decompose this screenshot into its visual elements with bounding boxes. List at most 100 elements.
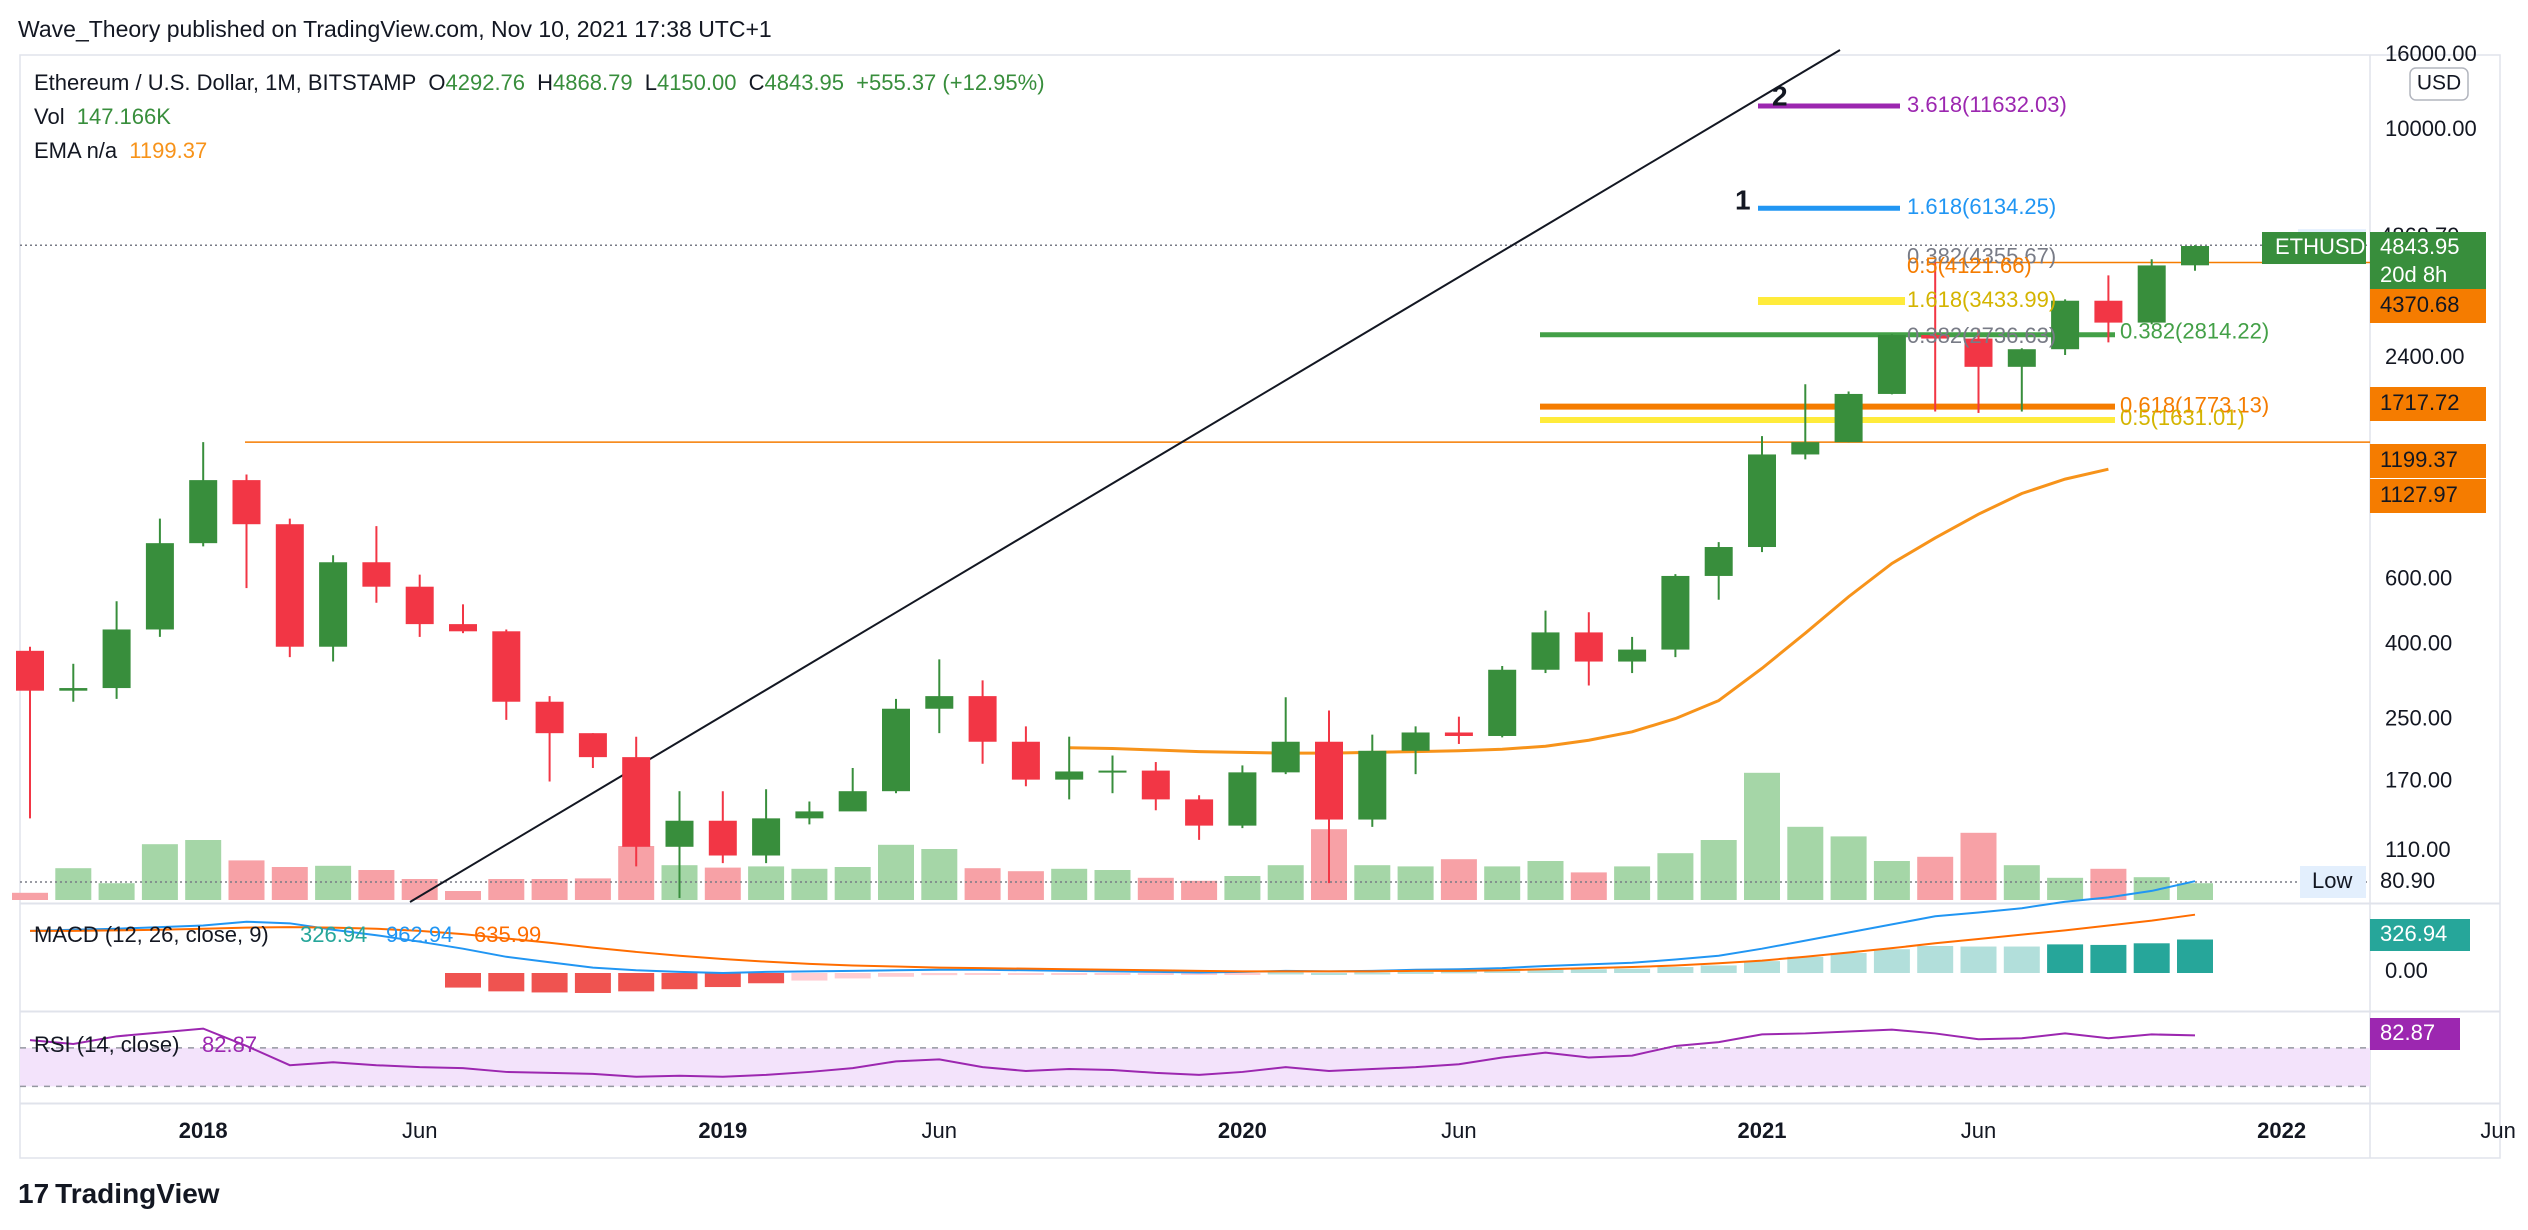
low-tag: Low [2312,868,2352,893]
volume-bar [921,849,958,900]
candle-body [2007,349,2036,367]
candle-body [2137,265,2166,323]
candle-body [275,524,304,647]
macd-histogram-bar [1744,961,1780,973]
candle-body [1315,741,1343,820]
macd-signal-line [30,913,2196,973]
macd-histogram-bar [2090,944,2127,973]
time-tick: 2018 [179,1118,228,1143]
candle-body [1444,732,1473,736]
volume-bar [878,844,914,900]
candle-body [1185,799,1214,826]
candle-body [1531,632,1560,670]
fib-label: 3.618(11632.03) [1907,92,2067,117]
current-price-bg [2370,232,2486,293]
candle-body [1141,770,1170,800]
candle-body [1055,771,1084,780]
may-high-price-tag-bg [2370,289,2486,323]
high-value: 4868.79 [553,70,633,95]
volume-bar [1224,876,1261,900]
volume-bar [358,870,395,900]
macd-histogram-bar [574,973,611,993]
macd-histogram-bar [1094,973,1131,975]
candle-body [1401,732,1430,751]
volume-bar [1960,832,1997,900]
macd-histogram-bar [1700,965,1737,973]
volume-bar [401,879,438,900]
macd-histogram-bar [2177,939,2213,973]
volume-bar [1657,853,1694,900]
low-tag-bg [2300,866,2366,898]
macd-signal-value: 962.94 [386,922,453,947]
ema-price-tag-bg [2370,444,2486,478]
change-value: +555.37 (+12.95%) [856,70,1045,95]
tradingview-logo-icon: 17 [18,1178,50,1209]
macd-histogram-bar [661,973,698,990]
time-tick: 2020 [1218,1118,1267,1143]
candle-body [232,480,261,525]
macd-histogram-bar [1657,967,1694,973]
symbol-title[interactable]: Ethereum / U.S. Dollar, 1M, BITSTAMP [34,70,417,95]
macd-histogram-bar [2133,943,2170,973]
tradingview-logo[interactable]: 17 TradingView [18,1178,220,1210]
vol-label[interactable]: Vol [34,104,65,129]
time-tick: 2022 [2257,1118,2306,1143]
macd-histogram-bar [445,973,481,988]
time-tick: Jun [2480,1118,2515,1143]
publisher-header: Wave_Theory published on TradingView.com… [18,16,772,42]
price-tick: 2400.00 [2385,344,2465,369]
macd-histogram-bar [1181,973,1218,975]
macd-histogram-bar [1311,973,1347,975]
price-tick: 110.00 [2385,837,2451,862]
fib-0618-price-tag: 1717.72 [2380,390,2460,415]
ema-label[interactable]: EMA n/a [34,138,118,163]
macd-histogram-bar [1354,972,1391,975]
rsi-line [29,1027,2196,1078]
price-tick: 10000.00 [2385,116,2477,141]
candle-body [145,543,174,630]
macd-histogram-bar [1960,946,1997,973]
volume-bar [531,879,568,900]
vol-value: 147.166K [76,104,171,129]
chart-frame [19,54,2501,1159]
candle-body [752,818,781,856]
rsi-price-tag-bg [2370,1018,2460,1050]
volume-bar [488,879,525,900]
candle-body [535,701,564,734]
volume-bar [2177,883,2213,900]
bar-countdown-label: 20d 8h [2380,262,2447,287]
low-label: L [644,70,657,95]
currency-badge-text: USD [2417,72,2461,95]
candle-body [1704,547,1733,576]
open-value: 4292.76 [445,70,526,95]
candle-body [102,629,131,689]
time-tick: Jun [1961,1118,1996,1143]
candle-body [1228,772,1257,826]
candle-body [665,820,694,847]
candle-body [1964,338,1993,367]
candle-body [16,650,44,691]
fib-label: 0.5(4121.66) [1907,253,2032,278]
time-tick: 2019 [698,1118,747,1143]
volume-bar [574,878,611,900]
volume-bar [1354,865,1391,900]
volume-bar [1181,880,1218,900]
fib-0618-price-tag-bg [2370,387,2486,421]
macd-histogram-bar [488,973,525,992]
volume-bar [141,844,178,900]
macd-histogram-bar [1224,973,1261,975]
close-value: 4843.95 [764,70,845,95]
symbol-legend: Ethereum / U.S. Dollar, 1M, BITSTAMP O42… [34,70,1051,96]
volume-bar [1873,861,1910,900]
candle-body [1098,770,1127,773]
candle-body [1358,750,1387,820]
macd-histogram-bar [1267,972,1304,975]
volume-bar [1744,772,1780,900]
macd-histogram-bar [1051,973,1088,975]
rsi-value: 82.87 [202,1032,257,1057]
volume-bar [12,892,48,900]
macd-histogram-bar [1787,956,1824,973]
macd-zero-tick: 0.00 [2385,958,2428,983]
ema-price-tag: 1199.37 [2380,447,2458,472]
